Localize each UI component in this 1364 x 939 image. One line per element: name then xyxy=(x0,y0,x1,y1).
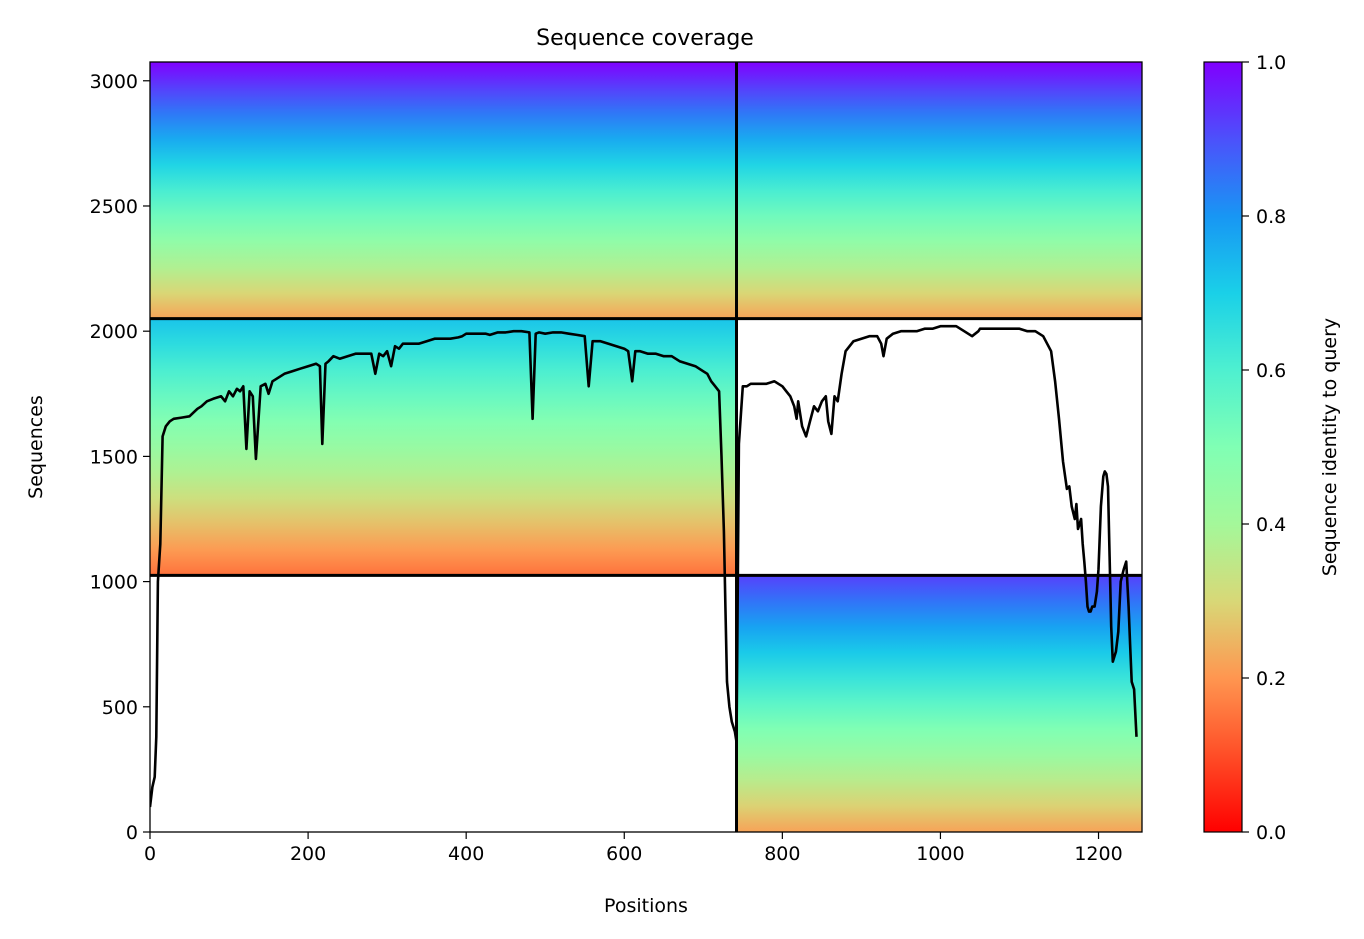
x-axis-label: Positions xyxy=(604,895,688,917)
coverage-line xyxy=(150,324,1138,808)
x-tick-label: 0 xyxy=(144,843,156,865)
x-tick-label: 200 xyxy=(290,843,326,865)
colorbar-tick-label: 0.2 xyxy=(1256,668,1286,690)
colorbar-label: Sequence identity to query xyxy=(1319,318,1341,576)
plot-frame xyxy=(149,61,1143,833)
colorbar-tick-label: 0.8 xyxy=(1256,206,1286,228)
chart-title: Sequence coverage xyxy=(536,26,754,51)
coverage-line-layer xyxy=(150,324,1138,808)
colorbar-tick-label: 0.4 xyxy=(1256,514,1286,536)
x-tick-label: 600 xyxy=(606,843,642,865)
y-tick-label: 3000 xyxy=(90,71,138,93)
y-tick-label: 1000 xyxy=(90,572,138,594)
x-tick-label: 800 xyxy=(764,843,800,865)
coverage-block xyxy=(736,575,1142,832)
y-axis-ticks: 0 500 1000 1500 2000 2500 3000 xyxy=(90,71,150,844)
x-tick-label: 1000 xyxy=(916,843,964,865)
y-axis-label: Sequences xyxy=(25,395,47,499)
x-axis-ticks: 0 200 400 600 800 1000 1200 xyxy=(144,832,1123,865)
coverage-block xyxy=(150,62,737,319)
colorbar-tick-label: 0.6 xyxy=(1256,360,1286,382)
colorbar-ticks: 0.0 0.2 0.4 0.6 0.8 1.0 xyxy=(1242,52,1286,844)
colorbar-tick-label: 0.0 xyxy=(1256,822,1286,844)
coverage-block xyxy=(736,62,1142,319)
y-tick-label: 1500 xyxy=(90,446,138,468)
coverage-block xyxy=(150,318,737,576)
x-tick-label: 400 xyxy=(448,843,484,865)
y-tick-label: 0 xyxy=(126,822,138,844)
colorbar-tick-label: 1.0 xyxy=(1256,52,1286,74)
coverage-blocks xyxy=(150,62,1142,832)
x-tick-label: 1200 xyxy=(1074,843,1122,865)
y-tick-label: 500 xyxy=(102,697,138,719)
y-tick-label: 2500 xyxy=(90,196,138,218)
y-tick-label: 2000 xyxy=(90,321,138,343)
colorbar xyxy=(1203,61,1243,833)
